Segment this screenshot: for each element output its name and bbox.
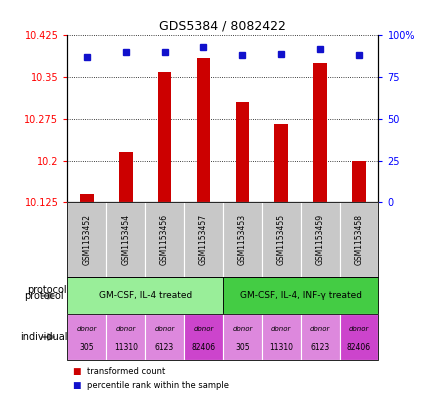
- Bar: [158, 72, 171, 202]
- Text: GSM1153455: GSM1153455: [276, 214, 285, 265]
- Text: GSM1153456: GSM1153456: [160, 214, 169, 265]
- Text: GM-CSF, IL-4, INF-γ treated: GM-CSF, IL-4, INF-γ treated: [239, 291, 361, 300]
- Text: 11310: 11310: [113, 343, 138, 352]
- Text: GSM1153454: GSM1153454: [121, 214, 130, 265]
- Text: donor: donor: [232, 326, 252, 332]
- Text: 11310: 11310: [269, 343, 293, 352]
- Text: donor: donor: [76, 326, 97, 332]
- Bar: [80, 194, 93, 202]
- Text: donor: donor: [348, 326, 368, 332]
- Text: GSM1153453: GSM1153453: [237, 214, 247, 265]
- Text: 6123: 6123: [155, 343, 174, 352]
- Text: donor: donor: [270, 326, 291, 332]
- Bar: [118, 152, 132, 202]
- Text: ■: ■: [72, 381, 80, 389]
- Text: percentile rank within the sample: percentile rank within the sample: [87, 381, 228, 389]
- Title: GDS5384 / 8082422: GDS5384 / 8082422: [159, 20, 286, 33]
- Text: 82406: 82406: [346, 343, 370, 352]
- Text: individual: individual: [20, 332, 67, 342]
- Bar: [312, 63, 326, 202]
- Bar: [235, 102, 249, 202]
- Text: donor: donor: [193, 326, 213, 332]
- Text: donor: donor: [154, 326, 174, 332]
- Text: GSM1153452: GSM1153452: [82, 214, 91, 265]
- Text: protocol: protocol: [23, 291, 63, 301]
- Text: protocol: protocol: [27, 285, 66, 295]
- Bar: [352, 161, 365, 202]
- Bar: [196, 58, 210, 202]
- Text: 305: 305: [234, 343, 249, 352]
- Text: GSM1153459: GSM1153459: [315, 214, 324, 265]
- Text: 305: 305: [79, 343, 94, 352]
- Text: transformed count: transformed count: [87, 367, 165, 376]
- Text: donor: donor: [115, 326, 135, 332]
- Text: ■: ■: [72, 367, 80, 376]
- Text: GSM1153457: GSM1153457: [198, 214, 207, 265]
- Text: 82406: 82406: [191, 343, 215, 352]
- Text: donor: donor: [309, 326, 329, 332]
- Text: 6123: 6123: [310, 343, 329, 352]
- Bar: [274, 125, 287, 202]
- Text: GM-CSF, IL-4 treated: GM-CSF, IL-4 treated: [99, 291, 191, 300]
- Text: GSM1153458: GSM1153458: [354, 214, 363, 265]
